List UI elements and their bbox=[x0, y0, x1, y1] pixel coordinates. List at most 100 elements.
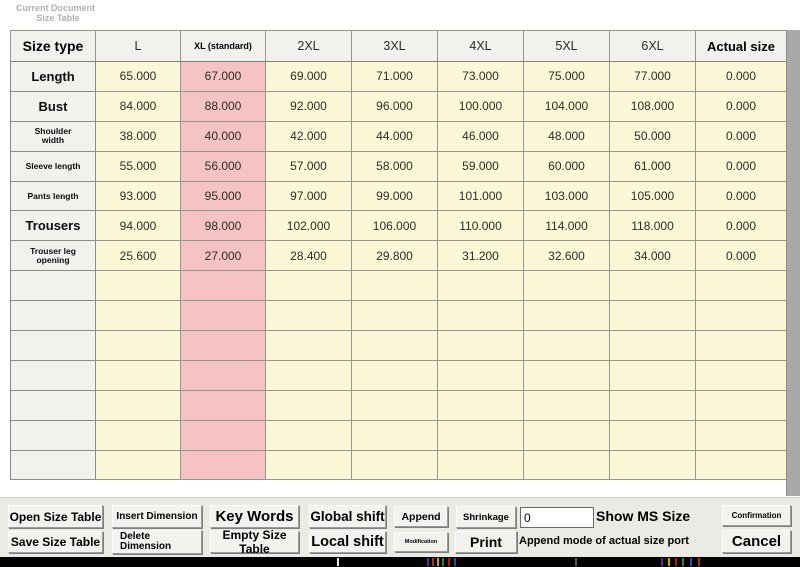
size-cell[interactable]: 57.000 bbox=[265, 150, 352, 182]
row-label-empty[interactable] bbox=[10, 389, 96, 421]
size-cell[interactable]: 65.000 bbox=[95, 61, 181, 92]
size-cell[interactable] bbox=[95, 359, 181, 391]
row-label-empty[interactable] bbox=[10, 359, 96, 391]
size-cell[interactable]: 56.000 bbox=[180, 150, 266, 182]
size-cell[interactable] bbox=[437, 270, 524, 302]
size-cell[interactable]: 118.000 bbox=[609, 210, 696, 242]
size-cell[interactable] bbox=[180, 419, 266, 451]
size-cell[interactable]: 44.000 bbox=[351, 120, 438, 152]
size-cell[interactable]: 34.000 bbox=[609, 240, 696, 272]
size-cell[interactable]: 0.000 bbox=[695, 90, 787, 122]
size-cell[interactable] bbox=[95, 300, 181, 332]
size-cell[interactable]: 77.000 bbox=[609, 61, 696, 92]
global-shift-button[interactable]: Global shift bbox=[309, 505, 386, 528]
size-cell[interactable] bbox=[437, 359, 524, 391]
size-cell[interactable] bbox=[437, 330, 524, 361]
size-cell[interactable] bbox=[180, 270, 266, 302]
size-cell[interactable]: 25.600 bbox=[95, 240, 181, 272]
size-cell[interactable] bbox=[95, 270, 181, 302]
row-label-empty[interactable] bbox=[10, 330, 96, 361]
size-cell[interactable]: 0.000 bbox=[695, 120, 787, 152]
size-cell[interactable] bbox=[437, 449, 524, 481]
row-label-trousers[interactable]: Trousers bbox=[10, 210, 96, 242]
size-cell[interactable] bbox=[695, 330, 787, 361]
size-cell[interactable] bbox=[695, 449, 787, 481]
column-header-l[interactable]: L bbox=[95, 30, 181, 62]
size-cell[interactable]: 102.000 bbox=[265, 210, 352, 242]
modification-button[interactable]: Modification bbox=[394, 532, 448, 552]
size-cell[interactable]: 110.000 bbox=[437, 210, 524, 242]
empty-size-table-button[interactable]: Empty Size Table bbox=[210, 528, 299, 556]
size-cell[interactable] bbox=[265, 270, 352, 302]
size-cell[interactable]: 94.000 bbox=[95, 210, 181, 242]
size-cell[interactable]: 31.200 bbox=[437, 240, 524, 272]
cancel-button[interactable]: Cancel bbox=[722, 530, 791, 553]
size-cell[interactable] bbox=[265, 359, 352, 391]
row-label-empty[interactable] bbox=[10, 419, 96, 451]
size-cell[interactable] bbox=[351, 359, 438, 391]
column-header-actual-size[interactable]: Actual size bbox=[695, 30, 787, 62]
size-cell[interactable]: 105.000 bbox=[609, 180, 696, 212]
size-cell[interactable] bbox=[609, 359, 696, 391]
size-cell[interactable] bbox=[95, 419, 181, 451]
column-header-xl-standard-[interactable]: XL (standard) bbox=[180, 30, 266, 62]
row-label-pants-length[interactable]: Pants length bbox=[10, 180, 96, 212]
append-button[interactable]: Append bbox=[394, 506, 448, 527]
column-header-2xl[interactable]: 2XL bbox=[265, 30, 352, 62]
size-cell[interactable] bbox=[180, 389, 266, 421]
size-cell[interactable]: 48.000 bbox=[523, 120, 610, 152]
size-cell[interactable]: 0.000 bbox=[695, 210, 787, 242]
size-cell[interactable]: 95.000 bbox=[180, 180, 266, 212]
print-button[interactable]: Print bbox=[455, 531, 517, 553]
size-cell[interactable]: 97.000 bbox=[265, 180, 352, 212]
size-cell[interactable] bbox=[351, 270, 438, 302]
size-cell[interactable] bbox=[351, 389, 438, 421]
row-label-length[interactable]: Length bbox=[10, 61, 96, 92]
size-cell[interactable] bbox=[95, 449, 181, 481]
size-cell[interactable] bbox=[437, 300, 524, 332]
size-cell[interactable] bbox=[523, 270, 610, 302]
row-label-empty[interactable] bbox=[10, 449, 96, 481]
size-cell[interactable] bbox=[265, 419, 352, 451]
size-cell[interactable]: 61.000 bbox=[609, 150, 696, 182]
insert-dimension-button[interactable]: Insert Dimension bbox=[112, 505, 202, 528]
size-cell[interactable]: 75.000 bbox=[523, 61, 610, 92]
size-cell[interactable]: 73.000 bbox=[437, 61, 524, 92]
size-cell[interactable]: 71.000 bbox=[351, 61, 438, 92]
column-header-5xl[interactable]: 5XL bbox=[523, 30, 610, 62]
size-cell[interactable] bbox=[265, 330, 352, 361]
size-cell[interactable] bbox=[95, 389, 181, 421]
column-header-4xl[interactable]: 4XL bbox=[437, 30, 524, 62]
size-cell[interactable] bbox=[437, 389, 524, 421]
size-cell[interactable] bbox=[609, 270, 696, 302]
open-size-table-button[interactable]: Open Size Table bbox=[8, 505, 103, 528]
size-cell[interactable] bbox=[523, 359, 610, 391]
size-cell[interactable] bbox=[523, 419, 610, 451]
size-cell[interactable]: 0.000 bbox=[695, 240, 787, 272]
size-cell[interactable]: 0.000 bbox=[695, 150, 787, 182]
size-cell[interactable]: 114.000 bbox=[523, 210, 610, 242]
size-cell[interactable] bbox=[695, 359, 787, 391]
size-cell[interactable] bbox=[695, 419, 787, 451]
size-cell[interactable] bbox=[265, 389, 352, 421]
size-cell[interactable] bbox=[351, 330, 438, 361]
size-cell[interactable] bbox=[265, 300, 352, 332]
size-cell[interactable]: 98.000 bbox=[180, 210, 266, 242]
size-cell[interactable] bbox=[523, 330, 610, 361]
size-cell[interactable]: 106.000 bbox=[351, 210, 438, 242]
size-cell[interactable] bbox=[609, 300, 696, 332]
save-size-table-button[interactable]: Save Size Table bbox=[8, 531, 103, 553]
size-cell[interactable]: 100.000 bbox=[437, 90, 524, 122]
column-header-3xl[interactable]: 3XL bbox=[351, 30, 438, 62]
size-cell[interactable] bbox=[180, 300, 266, 332]
size-cell[interactable] bbox=[695, 300, 787, 332]
size-cell[interactable]: 58.000 bbox=[351, 150, 438, 182]
column-header-6xl[interactable]: 6XL bbox=[609, 30, 696, 62]
size-cell[interactable]: 67.000 bbox=[180, 61, 266, 92]
size-cell[interactable] bbox=[609, 389, 696, 421]
size-cell[interactable] bbox=[609, 449, 696, 481]
size-cell[interactable] bbox=[351, 300, 438, 332]
size-cell[interactable] bbox=[180, 359, 266, 391]
size-cell[interactable]: 92.000 bbox=[265, 90, 352, 122]
size-cell[interactable]: 103.000 bbox=[523, 180, 610, 212]
